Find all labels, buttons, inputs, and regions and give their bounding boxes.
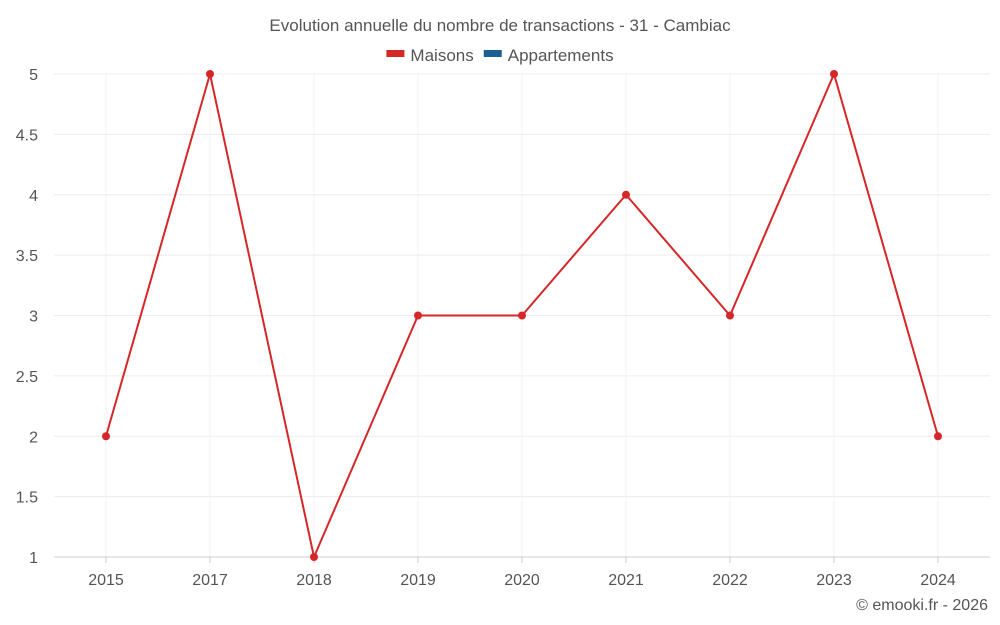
x-tick-label: 2022 bbox=[712, 572, 748, 589]
y-axis-ticks: 1 1.5 2 2.5 3 3.5 4 4.5 5 bbox=[16, 67, 38, 567]
x-tick-label: 2020 bbox=[504, 572, 540, 589]
y-tick-label: 4.5 bbox=[16, 127, 38, 144]
data-point[interactable] bbox=[830, 70, 838, 78]
chart-title: Evolution annuelle du nombre de transact… bbox=[269, 16, 731, 35]
y-tick-label: 1 bbox=[29, 550, 38, 567]
legend-swatch-maisons[interactable] bbox=[386, 50, 405, 57]
y-tick-label: 2.5 bbox=[16, 369, 38, 386]
y-tick-label: 4 bbox=[29, 188, 38, 205]
legend-label-appartements[interactable]: Appartements bbox=[508, 46, 614, 65]
data-point[interactable] bbox=[206, 70, 214, 78]
x-tick-label: 2015 bbox=[88, 572, 124, 589]
legend-label-maisons[interactable]: Maisons bbox=[410, 46, 473, 65]
series-maisons bbox=[102, 70, 942, 561]
x-tick-label: 2024 bbox=[920, 572, 956, 589]
credit-text: © emooki.fr - 2026 bbox=[856, 597, 988, 614]
data-point[interactable] bbox=[622, 190, 630, 199]
data-point[interactable] bbox=[310, 553, 318, 561]
legend-swatch-appartements[interactable] bbox=[483, 50, 502, 57]
x-tick-label: 2021 bbox=[608, 572, 644, 589]
y-tick-label: 3.5 bbox=[16, 248, 38, 265]
data-point[interactable] bbox=[518, 311, 526, 320]
data-point[interactable] bbox=[414, 311, 422, 320]
x-tick-label: 2018 bbox=[296, 572, 332, 589]
x-tick-label: 2017 bbox=[192, 572, 228, 589]
legend: Maisons Appartements bbox=[386, 46, 614, 65]
x-axis-ticks: 2015 2017 2018 2019 2020 2021 2022 2023 2024 bbox=[88, 557, 956, 589]
y-tick-label: 1.5 bbox=[16, 490, 38, 507]
data-point[interactable] bbox=[934, 432, 942, 441]
y-tick-label: 2 bbox=[29, 429, 38, 446]
y-tick-label: 5 bbox=[29, 67, 38, 84]
y-tick-label: 3 bbox=[29, 309, 38, 326]
x-tick-label: 2023 bbox=[816, 572, 852, 589]
x-tick-label: 2019 bbox=[400, 572, 436, 589]
data-point[interactable] bbox=[726, 311, 734, 320]
data-point[interactable] bbox=[102, 432, 110, 441]
